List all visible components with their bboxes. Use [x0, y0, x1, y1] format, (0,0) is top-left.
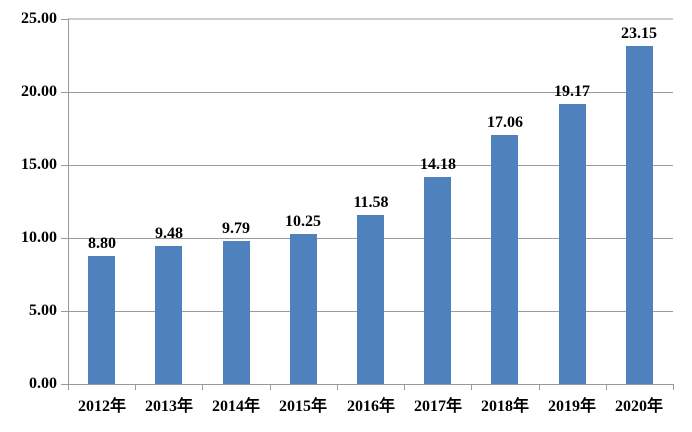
- y-axis-label: 5.00: [29, 302, 57, 319]
- x-axis-tick: [68, 384, 69, 390]
- bar: [424, 177, 451, 384]
- x-axis-tick: [270, 384, 271, 390]
- x-axis-tick: [404, 384, 405, 390]
- y-axis-tick: [61, 165, 68, 166]
- x-axis-label: 2016年: [346, 398, 395, 415]
- x-axis-label: 2013年: [144, 398, 193, 415]
- bar-value-label: 11.58: [353, 194, 389, 211]
- bar-value-label: 10.25: [285, 213, 321, 230]
- x-axis-label: 2014年: [211, 398, 260, 415]
- x-axis-label: 2018年: [480, 398, 529, 415]
- y-axis-tick: [61, 311, 68, 312]
- bar-value-label: 9.79: [222, 220, 250, 237]
- gridline: [68, 92, 673, 93]
- y-axis-label: 15.00: [21, 156, 57, 173]
- bar: [88, 256, 115, 384]
- bar: [290, 234, 317, 384]
- x-axis-tick: [539, 384, 540, 390]
- bar-value-label: 8.80: [88, 235, 116, 252]
- bar-value-label: 9.48: [155, 225, 183, 242]
- y-axis-tick: [61, 92, 68, 93]
- x-axis-tick: [471, 384, 472, 390]
- x-axis-tick: [606, 384, 607, 390]
- bar-value-label: 23.15: [621, 25, 657, 42]
- x-axis-label: 2017年: [413, 398, 462, 415]
- bar: [155, 246, 182, 384]
- x-axis-tick: [202, 384, 203, 390]
- x-axis-line: [68, 384, 674, 385]
- bar: [559, 104, 586, 384]
- bar: [491, 135, 518, 384]
- y-axis-label: 10.00: [21, 229, 57, 246]
- bar: [626, 46, 653, 384]
- bar-value-label: 17.06: [487, 114, 523, 131]
- y-axis-label: 20.00: [21, 83, 57, 100]
- x-axis-tick: [135, 384, 136, 390]
- bar-value-label: 14.18: [420, 156, 456, 173]
- y-axis-tick: [61, 384, 68, 385]
- bar-value-label: 19.17: [554, 83, 590, 100]
- x-axis-label: 2019年: [547, 398, 596, 415]
- y-axis-line: [68, 19, 69, 384]
- y-axis-tick: [61, 238, 68, 239]
- y-axis-tick: [61, 19, 68, 20]
- y-axis-label: 25.00: [21, 10, 57, 27]
- bar: [223, 241, 250, 384]
- gridline: [68, 18, 673, 20]
- y-axis-label: 0.00: [29, 375, 57, 392]
- x-axis-tick: [673, 384, 674, 390]
- x-axis-label: 2015年: [278, 398, 327, 415]
- x-axis-tick: [337, 384, 338, 390]
- gridline: [68, 165, 673, 166]
- x-axis-label: 2012年: [77, 398, 126, 415]
- bar: [357, 215, 384, 384]
- x-axis-label: 2020年: [614, 398, 663, 415]
